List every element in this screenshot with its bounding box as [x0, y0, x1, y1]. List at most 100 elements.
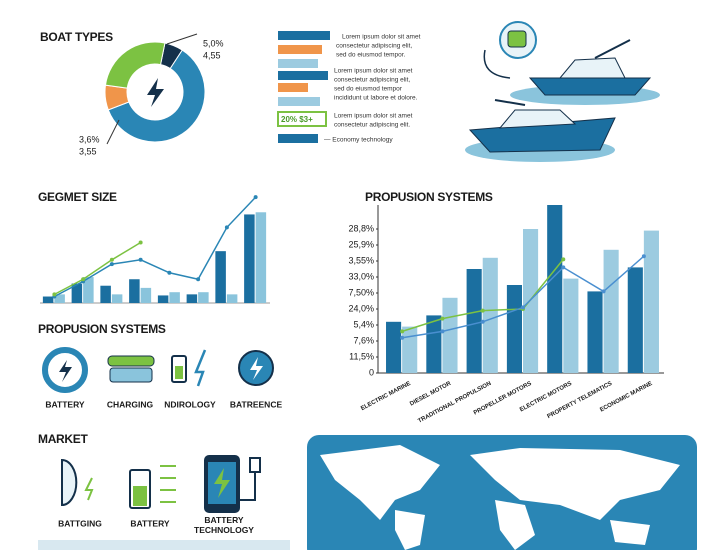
bar: [100, 285, 111, 303]
bar-deco: [278, 45, 322, 54]
icon-label: BATREENCE: [230, 399, 283, 409]
bar-deco: [278, 59, 318, 68]
tag: 20% $3+: [281, 115, 313, 124]
x-tick-label: ELECTRIC MARINE: [360, 381, 412, 412]
y-tick-label: 25,9%: [348, 239, 374, 249]
annotation: 4,55: [203, 50, 221, 60]
bar: [83, 277, 94, 303]
line: [54, 241, 142, 296]
info-text: Lorem ipsum dolor sit amet: [342, 34, 421, 41]
bar: [442, 297, 458, 373]
info-text: sed do eiusmod tempor: [334, 86, 403, 93]
bolt-icon: [147, 78, 164, 107]
point: [561, 265, 566, 270]
bar: [402, 326, 418, 373]
bar: [643, 230, 659, 373]
world-map: [307, 435, 697, 550]
annotation: 3,6%: [79, 134, 100, 144]
bar: [386, 321, 402, 373]
bar: [140, 287, 152, 303]
section-title: PROPUSION SYSTEMS: [38, 322, 166, 336]
y-tick-label: 7,6%: [353, 335, 374, 345]
bar-deco: [278, 71, 328, 80]
point: [601, 289, 606, 294]
point: [400, 329, 405, 334]
y-tick-label: 3,55%: [348, 255, 374, 265]
bar: [466, 269, 482, 373]
icon-label: BATTERY: [130, 518, 170, 528]
point: [224, 225, 229, 230]
leader: [106, 119, 120, 145]
bar: [186, 294, 198, 303]
point: [641, 254, 646, 259]
y-tick-label: 11,5%: [349, 351, 374, 361]
bar: [482, 257, 498, 373]
bar: [42, 296, 54, 303]
info-text: consectetur adipiscing elit.: [334, 122, 410, 129]
info-text: consectetur adipiscing elit,: [334, 77, 410, 84]
icon-label: BATTERY: [45, 399, 85, 409]
bar: [426, 315, 442, 373]
info-text: incididunt ut labore et dolore.: [334, 95, 418, 102]
point: [561, 257, 566, 262]
bar: [603, 249, 619, 373]
point: [81, 277, 86, 282]
point: [253, 195, 258, 200]
point: [521, 305, 525, 310]
x-tick-label: PROPERTY TELEMATICS: [546, 381, 613, 420]
bar: [157, 295, 169, 303]
icon-label: BATTERY TECHNOLOGY: [194, 515, 254, 535]
y-tick-label: 24,0%: [348, 303, 374, 313]
info-text: sed do eiusmod tempor.: [336, 52, 406, 59]
point: [480, 319, 485, 324]
y-tick-label: 33,0%: [348, 271, 374, 281]
info-text: — Economy technology: [324, 137, 393, 144]
icon-label: BATTGING: [58, 518, 102, 528]
annotation: 3,55: [79, 146, 97, 156]
point: [109, 262, 114, 267]
icon-label: CHARGING: [107, 399, 154, 409]
bar: [54, 294, 65, 303]
leader: [166, 33, 198, 45]
section-title: MARKET: [38, 432, 88, 446]
boat-illustration: [465, 21, 660, 162]
info-bars: [277, 31, 330, 143]
point: [167, 270, 172, 275]
info-text: Lorem ipsum dolor sit amet: [334, 68, 413, 75]
bar: [215, 251, 226, 303]
bar: [226, 294, 238, 303]
point: [52, 292, 57, 297]
bar-deco: [278, 97, 320, 106]
bar: [71, 283, 83, 303]
bar: [244, 214, 255, 303]
line: [54, 196, 257, 298]
bar: [169, 292, 180, 303]
point: [440, 316, 445, 321]
annotation: 5,0%: [203, 38, 224, 48]
point: [109, 257, 114, 262]
section-title: PROPUSION SYSTEMS: [365, 190, 493, 204]
point: [400, 335, 405, 340]
bar: [523, 229, 539, 373]
info-text: Lorem ipsum dolor sit amet: [334, 113, 413, 120]
x-tick-label: TRADITIONAL PROPULSION: [417, 381, 492, 425]
bar: [111, 294, 123, 303]
y-tick-label: 5,4%: [353, 319, 374, 329]
tag-box: [277, 111, 327, 127]
y-tick-label: 28,8%: [348, 223, 374, 233]
info-text: consectetur adipiscing elit,: [336, 43, 412, 50]
bar: [198, 292, 209, 303]
bar-deco: [278, 134, 318, 143]
bar-deco: [278, 83, 308, 92]
point: [440, 329, 445, 334]
bar: [129, 279, 140, 303]
point: [480, 308, 485, 313]
point: [138, 240, 143, 245]
bar: [506, 285, 522, 373]
point: [138, 257, 143, 262]
bar-deco: [278, 31, 330, 40]
section-title: GEGMET SIZE: [38, 190, 117, 204]
bar: [563, 278, 579, 373]
y-tick-label: 7,50%: [348, 287, 374, 297]
